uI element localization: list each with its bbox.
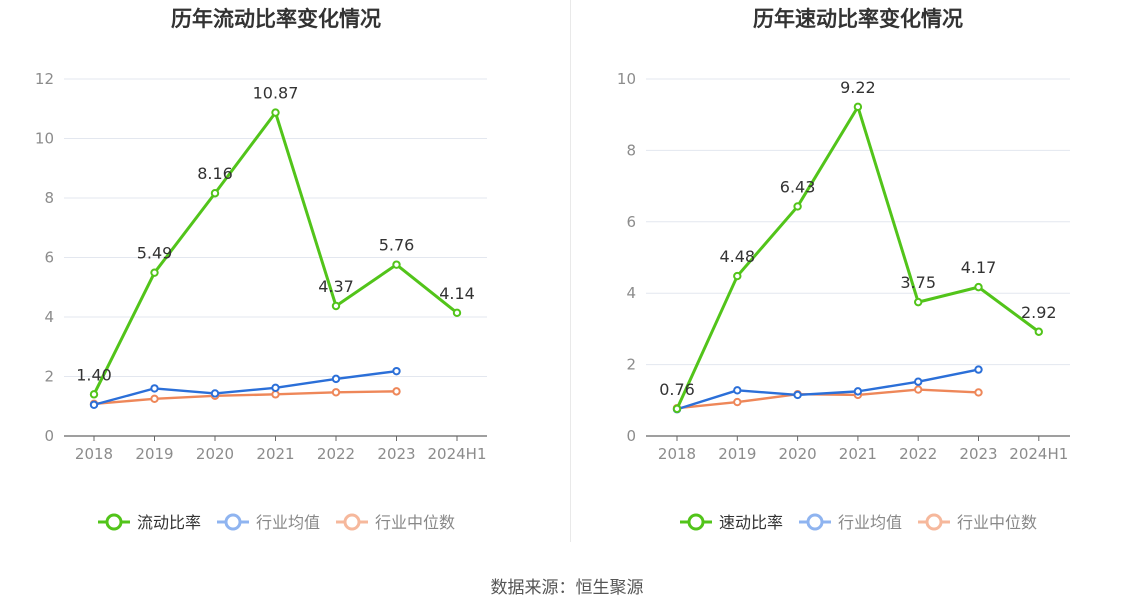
data-point	[150, 268, 159, 277]
data-point	[974, 365, 983, 374]
data-point	[271, 108, 280, 117]
legend-label: 流动比率	[137, 513, 201, 532]
x-tick-label: 2022	[317, 445, 355, 463]
panel-divider	[570, 0, 571, 542]
data-point	[271, 383, 280, 393]
legend-label: 行业中位数	[375, 513, 455, 532]
x-tick-label: 2020	[779, 445, 817, 463]
y-tick-label: 8	[44, 189, 54, 207]
data-point	[331, 301, 341, 311]
y-tick-label: 12	[35, 70, 54, 88]
y-tick-label: 6	[44, 249, 54, 267]
y-tick-label: 8	[626, 141, 636, 159]
data-point	[974, 282, 983, 292]
data-point	[793, 202, 802, 211]
data-point	[452, 308, 462, 318]
y-tick-label: 2	[626, 356, 636, 374]
data-label: 6.43	[780, 177, 816, 196]
data-point	[210, 389, 220, 398]
legend-marker	[343, 513, 361, 531]
y-tick-label: 6	[626, 213, 636, 231]
data-point	[672, 404, 682, 414]
data-point	[150, 394, 159, 404]
legend-marker	[806, 513, 824, 531]
data-point	[914, 377, 923, 386]
chart-title: 历年速动比率变化情况	[753, 7, 963, 31]
data-point	[793, 390, 802, 400]
data-point	[89, 390, 99, 399]
data-point	[392, 366, 401, 376]
data-point	[974, 388, 983, 397]
data-point	[914, 297, 923, 307]
x-tick-label: 2022	[899, 445, 937, 463]
data-label: 4.48	[719, 247, 755, 266]
series-line-industry-median	[676, 388, 979, 410]
data-label: 4.37	[318, 277, 354, 296]
data-point	[1034, 327, 1044, 336]
legend-label: 行业均值	[838, 513, 902, 532]
y-tick-label: 0	[626, 427, 636, 445]
legend-marker	[105, 513, 123, 531]
legend-label: 行业中位数	[957, 513, 1037, 532]
x-tick-label: 2018	[658, 445, 696, 463]
data-label: 4.17	[961, 258, 997, 277]
chart-title: 历年流动比率变化情况	[171, 7, 381, 31]
x-tick-label: 2023	[377, 445, 415, 463]
data-label: 9.22	[840, 78, 876, 97]
y-tick-label: 10	[617, 70, 636, 88]
data-point	[853, 102, 863, 112]
data-label: 5.76	[379, 236, 415, 255]
x-tick-label: 2021	[256, 445, 294, 463]
y-tick-label: 0	[44, 427, 54, 445]
y-tick-label: 2	[44, 368, 54, 386]
data-point	[210, 189, 220, 198]
data-label: 2.92	[1021, 303, 1057, 322]
data-point	[89, 400, 99, 409]
series-line-industry-median	[93, 390, 397, 406]
x-tick-label: 2024H1	[1009, 445, 1068, 463]
data-point	[392, 260, 401, 269]
data-point	[331, 388, 341, 397]
x-tick-label: 2020	[196, 445, 234, 463]
data-label: 3.75	[900, 273, 936, 292]
x-tick-label: 2019	[718, 445, 756, 463]
data-point	[733, 397, 742, 407]
series-line-industry-avg	[676, 368, 979, 411]
data-point	[733, 386, 742, 395]
data-point	[914, 385, 923, 394]
data-point	[392, 387, 401, 396]
y-tick-label: 4	[44, 308, 54, 326]
data-point	[733, 271, 742, 281]
legend-marker	[687, 513, 705, 531]
legend-marker	[224, 513, 242, 531]
series-line-industry-avg	[93, 369, 397, 406]
data-point	[853, 387, 863, 396]
x-tick-label: 2023	[959, 445, 997, 463]
data-point	[271, 390, 280, 399]
data-label: 8.16	[197, 164, 233, 183]
y-tick-label: 4	[626, 284, 636, 302]
x-tick-label: 2018	[75, 445, 113, 463]
data-point	[331, 374, 341, 384]
x-tick-label: 2019	[135, 445, 173, 463]
data-label: 5.49	[137, 244, 173, 263]
x-tick-label: 2021	[839, 445, 877, 463]
data-point	[150, 384, 159, 393]
data-label: 4.14	[439, 284, 475, 303]
legend-marker	[925, 513, 943, 531]
data-label: 10.87	[253, 84, 299, 103]
legend-label: 速动比率	[719, 513, 783, 532]
data-source-note: 数据来源：恒生聚源	[490, 578, 644, 598]
data-label: 0.76	[659, 380, 695, 399]
legend-label: 行业均值	[256, 513, 320, 532]
x-tick-label: 2024H1	[428, 445, 487, 463]
data-label: 1.40	[76, 365, 112, 384]
y-tick-label: 10	[35, 130, 54, 148]
